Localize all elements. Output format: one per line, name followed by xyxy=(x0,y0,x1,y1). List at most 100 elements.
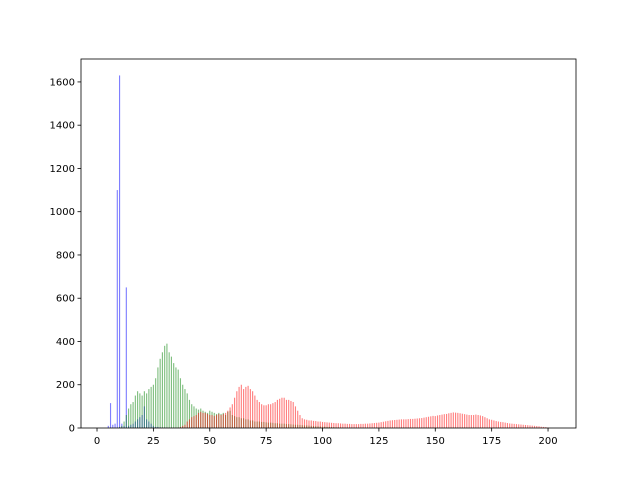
bar xyxy=(455,412,457,428)
x-tick-label: 125 xyxy=(369,436,388,447)
bar xyxy=(315,421,317,428)
bar xyxy=(182,384,184,428)
bar xyxy=(378,422,380,428)
bar xyxy=(502,422,504,428)
bar xyxy=(177,369,179,428)
bar xyxy=(427,416,430,428)
bar xyxy=(186,421,188,428)
bar xyxy=(421,418,423,428)
bar xyxy=(215,415,218,428)
bar xyxy=(107,425,109,428)
bar xyxy=(414,418,416,428)
bar xyxy=(396,419,398,428)
bar xyxy=(515,424,518,428)
bar xyxy=(121,425,123,428)
bar xyxy=(457,412,459,428)
y-tick-label: 600 xyxy=(56,294,75,305)
x-tick-label: 175 xyxy=(482,436,501,447)
y-tick-label: 200 xyxy=(56,380,75,391)
bar xyxy=(522,424,524,428)
y-tick-label: 400 xyxy=(56,337,75,348)
bar xyxy=(439,415,441,428)
bar xyxy=(125,287,127,428)
bar xyxy=(324,422,326,428)
bar xyxy=(423,417,425,428)
bar xyxy=(218,413,220,428)
x-tick-label: 25 xyxy=(147,436,160,447)
bar xyxy=(139,393,141,428)
bar xyxy=(306,419,308,428)
x-tick-label: 200 xyxy=(538,436,557,447)
bar xyxy=(545,427,547,428)
bar xyxy=(247,385,249,428)
bar xyxy=(155,378,157,428)
bar xyxy=(290,400,292,428)
bar xyxy=(191,417,193,428)
bar xyxy=(448,413,450,428)
bar xyxy=(265,405,267,428)
bar xyxy=(464,414,466,428)
x-tick-label: 75 xyxy=(260,436,273,447)
bar xyxy=(351,424,353,428)
bar xyxy=(114,423,116,428)
bar xyxy=(495,421,497,428)
bar xyxy=(346,423,348,428)
bar xyxy=(157,367,159,428)
y-tick-label: 1000 xyxy=(50,207,75,218)
bar xyxy=(520,424,522,428)
bar xyxy=(394,419,396,428)
bar xyxy=(542,426,545,428)
bar xyxy=(335,423,337,428)
bar xyxy=(380,422,382,428)
bar xyxy=(340,423,342,428)
bar xyxy=(369,423,371,428)
bar xyxy=(382,421,384,428)
bar xyxy=(236,391,238,428)
y-tick-label: 1600 xyxy=(50,77,75,88)
bar xyxy=(186,393,188,428)
bar xyxy=(364,423,366,428)
bar xyxy=(387,420,389,428)
bar xyxy=(418,418,421,428)
bar xyxy=(276,399,278,428)
bar xyxy=(482,416,484,428)
bar xyxy=(367,423,369,428)
bar xyxy=(531,425,533,428)
bar xyxy=(179,378,182,428)
bar xyxy=(243,389,245,428)
bar xyxy=(137,391,139,428)
bar xyxy=(141,395,143,428)
bar xyxy=(261,404,263,428)
bar xyxy=(504,422,506,428)
bar xyxy=(125,415,127,428)
bar xyxy=(308,420,310,428)
bar xyxy=(123,421,125,428)
bar xyxy=(391,420,393,428)
bar xyxy=(540,426,542,428)
bar xyxy=(400,419,403,428)
bar xyxy=(204,412,206,428)
x-tick-label: 150 xyxy=(426,436,445,447)
bar xyxy=(527,425,529,428)
bar xyxy=(349,423,351,428)
bar xyxy=(227,410,229,428)
bar xyxy=(362,423,364,428)
bar xyxy=(303,419,306,428)
bar xyxy=(220,415,222,428)
bar xyxy=(518,424,520,428)
bar xyxy=(533,425,536,428)
bar xyxy=(175,367,177,428)
bar xyxy=(224,412,227,428)
bar xyxy=(450,412,452,428)
bar xyxy=(500,421,502,428)
bar xyxy=(272,403,274,428)
bar xyxy=(245,386,247,428)
bar xyxy=(344,423,346,428)
bar xyxy=(513,423,515,428)
bar xyxy=(373,423,375,428)
bar xyxy=(238,386,240,428)
bar xyxy=(258,402,260,428)
bar xyxy=(425,417,427,428)
bar xyxy=(274,402,276,428)
